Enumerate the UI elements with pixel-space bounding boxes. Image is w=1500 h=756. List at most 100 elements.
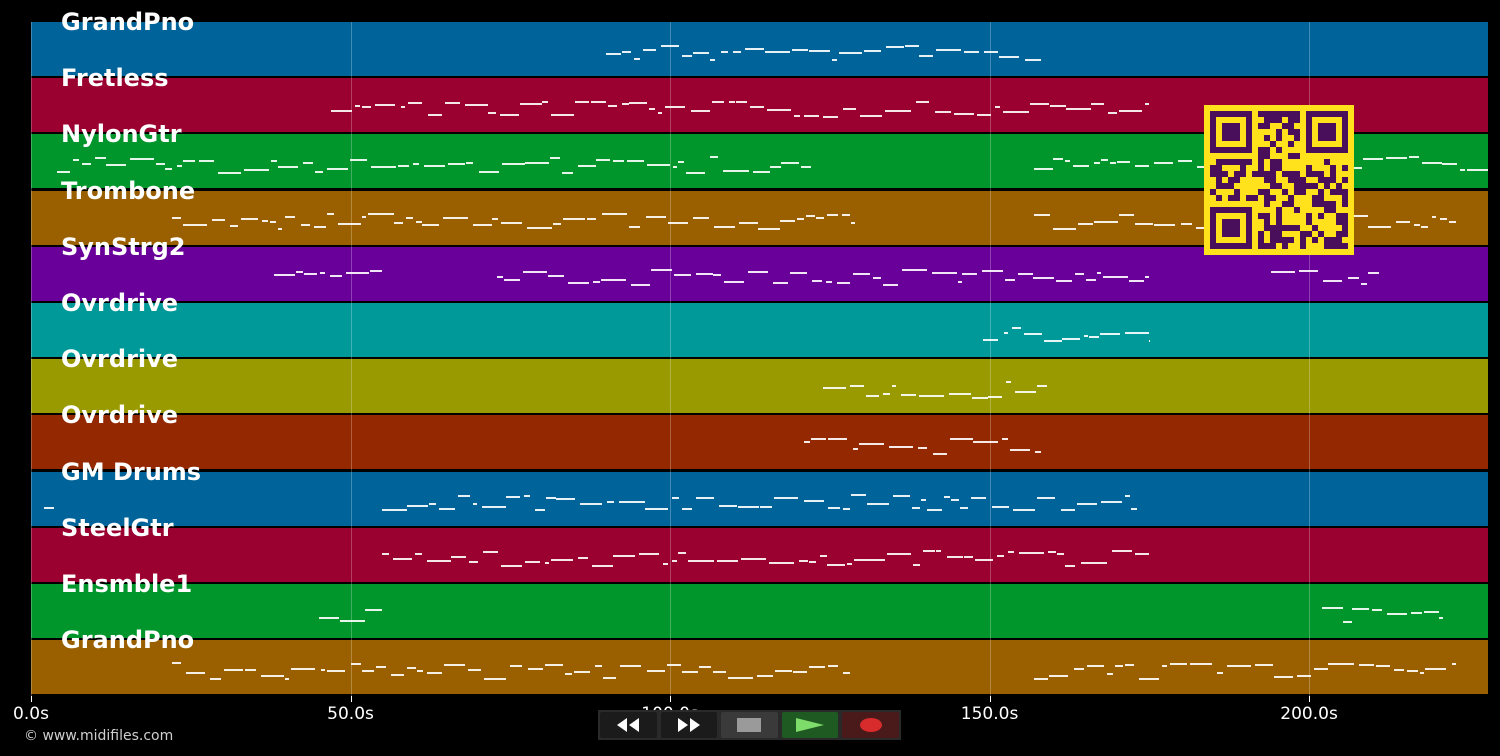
midi-note [73,159,79,161]
qr-module [1258,147,1264,153]
midi-note [638,552,660,555]
fast-forward-button[interactable] [660,712,718,738]
midi-note [759,506,773,509]
qr-module [1264,225,1270,231]
midi-note [717,560,738,563]
track-lane[interactable] [31,246,1488,301]
midi-note [774,496,798,499]
midi-note [568,281,590,284]
track-lane[interactable] [31,359,1488,414]
qr-module [1342,195,1348,201]
midi-note [523,271,548,274]
midi-note [165,168,172,171]
qr-module [1330,237,1336,243]
midi-note [370,270,383,273]
qr-module [1306,135,1312,141]
qr-module [1336,219,1342,225]
midi-note [212,218,226,221]
midi-note [733,50,742,53]
qr-module [1306,231,1312,237]
qr-module [1270,231,1276,237]
qr-module [1276,117,1282,123]
midi-note [326,670,346,673]
qr-module [1330,111,1336,117]
qr-module [1288,153,1294,159]
qr-module [1294,111,1300,117]
midi-note [804,114,820,117]
qr-module [1342,135,1348,141]
qr-module [1324,207,1330,213]
qr-module [1294,171,1300,177]
midi-note [451,555,466,558]
stop-button[interactable] [721,712,778,738]
track-lane[interactable] [31,640,1488,695]
midi-note [723,169,749,172]
midi-note [727,677,754,680]
midi-note [936,49,962,52]
qr-module [1222,147,1228,153]
qr-module [1312,195,1318,201]
midi-note [326,167,348,170]
qr-module [1306,165,1312,171]
record-button[interactable] [842,712,899,738]
midi-note [912,563,921,566]
midi-note [1170,662,1188,665]
qr-module [1228,183,1234,189]
track-lane[interactable] [31,22,1488,76]
qr-module [1210,213,1216,219]
midi-note [346,272,370,275]
midi-note [1125,331,1149,334]
midi-note [550,157,560,160]
midi-note [997,555,1004,558]
qr-module [1270,237,1276,243]
qr-module [1216,147,1222,153]
piano-roll[interactable] [31,22,1488,696]
qr-module [1300,237,1306,243]
midi-note [668,221,688,224]
qr-module [1330,201,1336,207]
midi-note [631,283,651,286]
qr-module [1294,117,1300,123]
qr-module [1312,225,1318,231]
midi-note [412,162,420,165]
play-button[interactable] [781,712,839,738]
midi-note [772,281,788,284]
qr-module [1324,159,1330,165]
qr-module [1210,189,1216,195]
track-lane[interactable] [31,303,1488,357]
time-gridline [670,22,672,696]
track-lane[interactable] [31,415,1488,470]
midi-note [748,270,768,273]
qr-module [1336,189,1342,195]
qr-module [1234,219,1240,225]
midi-note [1119,213,1135,216]
midi-note [229,225,238,228]
track-lane[interactable] [31,471,1488,526]
midi-note [1439,617,1444,620]
time-tick-label: 200.0s [1280,704,1338,724]
qr-module [1216,159,1222,165]
qr-module [1210,219,1216,225]
qr-module [1276,135,1282,141]
midi-note [1034,167,1054,170]
midi-note [320,272,325,275]
midi-note [365,608,383,611]
midi-note [885,46,904,49]
qr-module [1240,171,1246,177]
midi-note [911,507,920,510]
midi-note [793,670,807,673]
midi-note [758,228,780,231]
qr-module [1270,177,1276,183]
midi-note [696,497,715,500]
track-lane[interactable] [31,584,1488,638]
qr-module [1318,123,1324,129]
midi-note [1421,225,1429,228]
midi-note [594,664,602,667]
qr-module [1294,135,1300,141]
rewind-button[interactable] [600,712,657,738]
midi-note [1363,158,1384,161]
midi-note [805,215,816,218]
midi-note [591,564,613,567]
track-lane[interactable] [31,527,1488,582]
midi-note [893,494,911,497]
